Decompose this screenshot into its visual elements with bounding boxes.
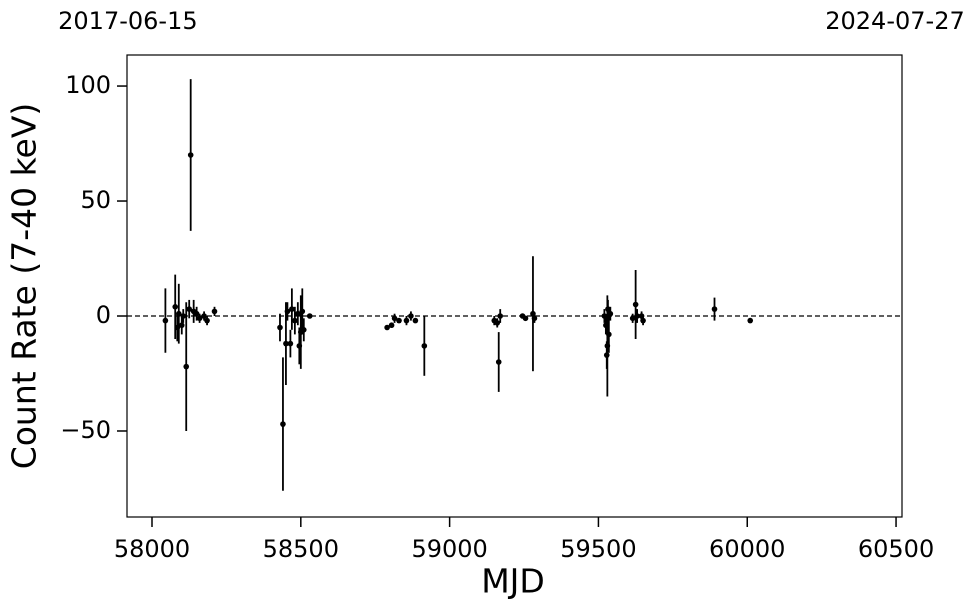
data-point [412,317,419,324]
data-point [384,324,390,331]
data-point [607,310,614,317]
y-tick-label: 100 [65,71,111,99]
top-date-label: 2024-07-27 [825,7,964,35]
data-point [632,301,639,308]
x-tick-label: 59500 [560,535,636,563]
data-point [495,359,502,365]
data-point [391,315,398,322]
plot-frame [126,54,903,518]
data-point [634,313,640,319]
data-point [175,310,182,317]
data-point [287,340,294,347]
data-point [403,317,410,324]
data-point [629,315,636,322]
y-tick-label: −50 [60,416,111,444]
data-point [605,306,611,312]
y-tick-label: 0 [96,301,111,329]
data-point [283,340,289,347]
data-point [289,306,295,312]
data-point [183,363,190,370]
data-point [396,317,402,324]
data-point [284,308,291,315]
top-date-label: 2017-06-15 [58,7,197,35]
data-point [280,421,286,427]
x-tick-label: 60500 [858,535,934,563]
data-point [300,327,307,333]
data-point [711,306,718,312]
data-point [201,313,207,319]
data-point [299,308,306,315]
data-point [193,310,200,317]
data-point [531,315,538,322]
data-point [178,322,185,329]
data-point [497,313,504,319]
data-point [606,331,612,338]
data-point [292,317,298,324]
data-point [204,317,210,324]
data-point [211,308,218,315]
y-tick-label: 50 [80,186,111,214]
data-point [388,322,395,329]
data-point [494,320,501,326]
x-axis-label: MJD [481,562,545,601]
data-point [162,317,169,324]
data-point [186,306,193,312]
data-point [421,343,428,349]
data-point [522,315,529,322]
data-point [306,313,313,319]
data-point [408,313,414,319]
y-axis-label: Count Rate (7-40 keV) [5,103,44,470]
data-point [172,304,179,310]
x-tick-label: 58500 [263,535,339,563]
data-point [295,310,301,317]
data-point [640,317,646,324]
data-point [180,313,187,319]
x-tick-label: 60000 [709,535,785,563]
data-point [747,317,754,324]
x-tick-label: 59000 [411,535,487,563]
data-point [277,324,283,331]
x-tick-label: 58000 [114,535,190,563]
data-point [196,315,203,322]
data-point [187,152,194,158]
